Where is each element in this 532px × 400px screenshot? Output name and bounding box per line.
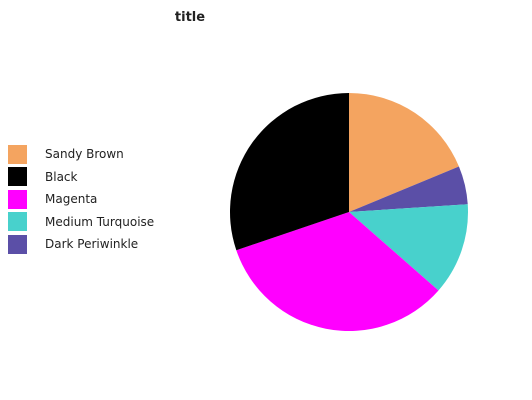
pie-slice-dark-periwinkle	[349, 166, 468, 212]
chart-title: title	[174, 10, 206, 25]
legend-swatch	[8, 234, 27, 254]
legend-item-dark-periwinkle: Dark Periwinkle	[8, 233, 154, 256]
legend-label: Sandy Brown	[45, 147, 124, 162]
legend-label: Medium Turquoise	[45, 214, 155, 229]
legend-item-black: Black	[8, 166, 154, 189]
legend-swatch	[8, 189, 27, 209]
legend: Sandy Brown Black Magenta Medium Turquoise D…	[8, 143, 154, 256]
legend-swatch	[8, 144, 27, 164]
legend-item-magenta: Magenta	[8, 188, 154, 211]
legend-item-sandy-brown: Sandy Brown	[8, 143, 154, 166]
legend-label: Magenta	[45, 192, 98, 207]
legend-label: Dark Periwinkle	[45, 237, 139, 252]
pie-slice-magenta	[236, 212, 439, 331]
legend-item-medium-turquoise: Medium Turquoise	[8, 211, 154, 234]
legend-swatch	[8, 212, 27, 232]
pie-slice-black	[229, 92, 349, 251]
legend-swatch	[8, 167, 27, 187]
pie-slice-medium-turquoise	[349, 204, 468, 291]
legend-label: Black	[45, 169, 78, 184]
pie-slice-sandy-brown	[349, 93, 459, 212]
